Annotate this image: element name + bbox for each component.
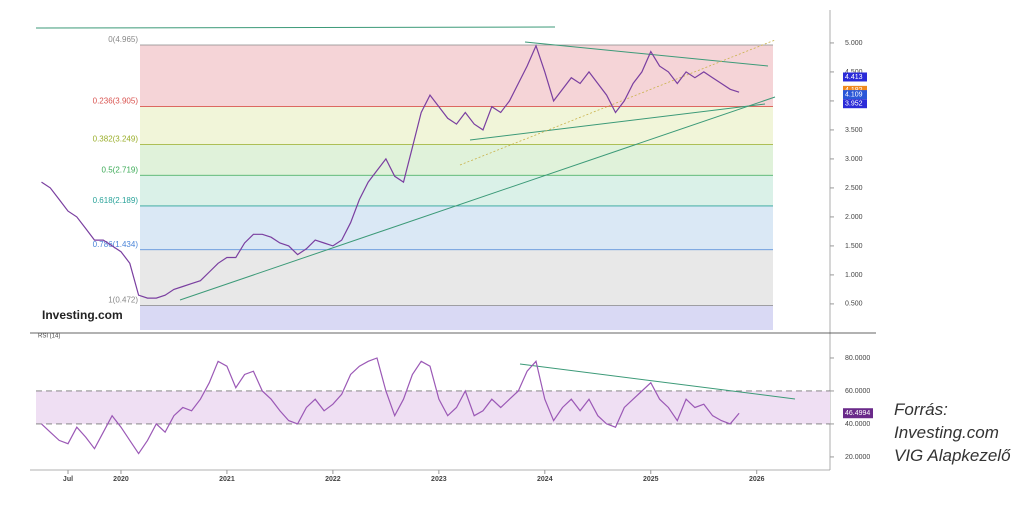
fib-label: 0.618(2.189)	[93, 196, 139, 205]
fib-label: 0(4.965)	[108, 35, 138, 44]
fib-label: 1(0.472)	[108, 296, 138, 305]
price-tag	[843, 99, 867, 109]
fib-band	[140, 144, 773, 176]
price-line	[41, 357, 740, 455]
x-tick-label: Jul	[63, 476, 73, 483]
x-tick-label: 2020	[113, 476, 129, 483]
fib-band	[140, 205, 773, 250]
y-tick-label: 4.500	[845, 69, 863, 76]
caption-line: VIG Alapkezelő	[894, 446, 1011, 465]
trend-line	[459, 39, 776, 166]
value-tag	[843, 408, 873, 419]
price-tag	[843, 90, 867, 100]
fib-label: 0.786(1.434)	[93, 240, 139, 249]
rsi-band	[36, 390, 830, 424]
x-tick-label: 2025	[643, 476, 659, 483]
fib-label: 0.236(3.905)	[93, 97, 139, 106]
watermark: Investing.com	[42, 308, 123, 322]
price-tag-label: 4.413	[845, 74, 863, 81]
trend-line	[35, 26, 556, 29]
x-tick-label: 2023	[431, 476, 447, 483]
price-tag-label: 4.109	[845, 91, 863, 98]
y-tick-label: 3.000	[845, 156, 863, 163]
fib-band	[140, 249, 773, 306]
y-tick-label: 5.000	[845, 40, 863, 47]
fib-band	[140, 44, 773, 107]
fib-band	[140, 305, 773, 330]
caption: Forrás: Investing.com VIG Alapkezelő	[894, 398, 1011, 467]
y-tick-label: 1.000	[845, 272, 863, 279]
x-tick-label: 2022	[325, 476, 341, 483]
y-tick-label: 60.0000	[845, 388, 870, 395]
fib-label: 0.382(3.249)	[93, 135, 139, 144]
x-tick-label: 2021	[219, 476, 235, 483]
price-line	[41, 44, 740, 299]
fib-label: 0.5(2.719)	[102, 165, 139, 174]
y-tick-label: 3.500	[845, 127, 863, 134]
y-tick-label: 20.0000	[845, 454, 870, 461]
price-tag	[843, 72, 867, 82]
fib-band	[140, 175, 773, 206]
trend-line	[519, 363, 796, 400]
fib-band	[140, 106, 773, 145]
chart: 0(4.965) 0.236(3.905) 0.382(3.249) 0.5(2.71…	[30, 10, 876, 483]
y-tick-label: 2.500	[845, 185, 863, 192]
value-tag-label: 46.4994	[845, 410, 870, 417]
y-tick-label: 2.000	[845, 214, 863, 221]
y-tick-label: 40.0000	[845, 421, 870, 428]
x-tick-label: 2024	[537, 476, 553, 483]
trend-line	[179, 96, 776, 301]
caption-line: Investing.com	[894, 423, 999, 442]
y-tick-label: 0.500	[845, 301, 863, 308]
price-tag-label: 3.952	[845, 101, 863, 108]
trend-line	[469, 103, 766, 141]
trend-line	[524, 41, 769, 67]
caption-line: Forrás:	[894, 400, 948, 419]
y-tick-label: 80.0000	[845, 355, 870, 362]
x-tick-label: 2026	[749, 476, 765, 483]
pane-title: RSI (14)	[38, 334, 60, 340]
y-tick-label: 1.500	[845, 243, 863, 250]
